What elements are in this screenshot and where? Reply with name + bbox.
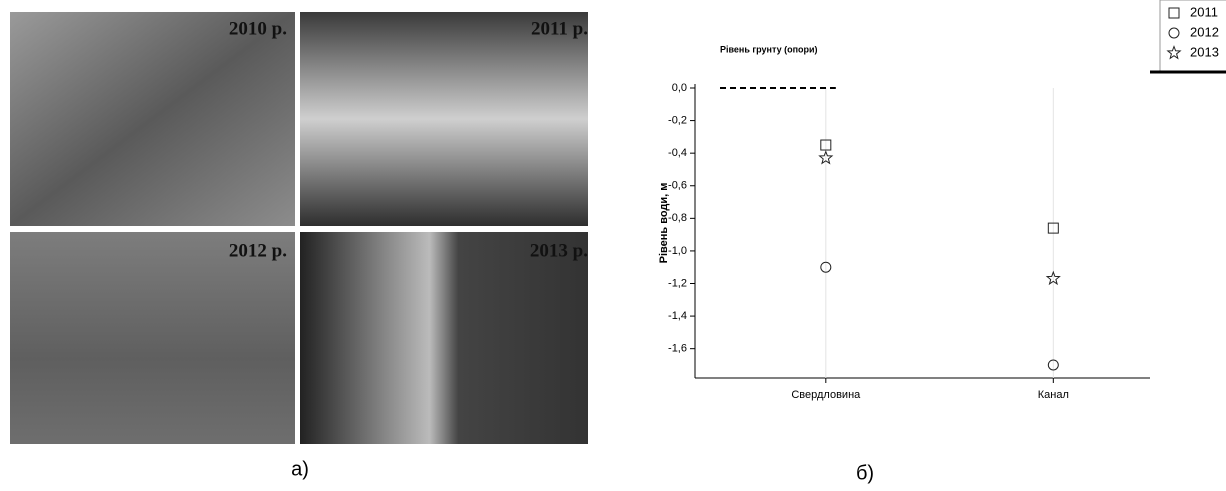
marker [818,150,834,165]
x-tick-label: Свердловина [791,389,861,401]
marker [1166,45,1182,60]
y-tick-label: -1,0 [668,245,687,257]
marker [820,261,832,273]
legend-box [1159,0,1226,73]
y-tick-label: -1,2 [668,277,687,289]
photo-label: 2010 р. [229,18,287,39]
photo [300,232,588,444]
marker [1168,7,1180,19]
photo [300,12,588,226]
marker [1047,359,1059,371]
annotation: Рівень грунту (опори) [720,44,818,54]
marker [1168,27,1180,39]
y-tick-label: -1,4 [668,310,687,322]
legend-label: 2011 [1190,4,1218,19]
legend-label: 2012 [1190,24,1219,39]
photo-label: 2012 р. [229,240,287,261]
photo [10,232,295,444]
y-tick-label: -0,6 [668,180,687,192]
marker [1045,270,1061,286]
y-tick-label: -0,2 [668,114,687,126]
caption: б) [856,462,874,484]
chart: 0,0 -0,2 -0,4 -0,6 -0,8 -1,0 -1,2 -1,4 -1,6 Сверд… [658,0,1226,401]
legend-label: 2013 [1190,44,1219,59]
photo [10,12,295,226]
y-tick-label: -0,8 [668,212,687,224]
photo-label: 2011 р. [531,18,588,39]
marker [1047,222,1059,234]
y-axis-title: Рівень води, м [658,183,670,264]
marker [820,139,832,151]
x-tick-label: Канал [1038,389,1069,401]
y-tick-label: -1,6 [668,343,687,355]
photo-label: 2013 р. [530,240,588,261]
y-tick-label: 0,0 [672,82,687,94]
y-tick-label: -0,4 [668,147,687,159]
caption: а) [291,458,309,480]
